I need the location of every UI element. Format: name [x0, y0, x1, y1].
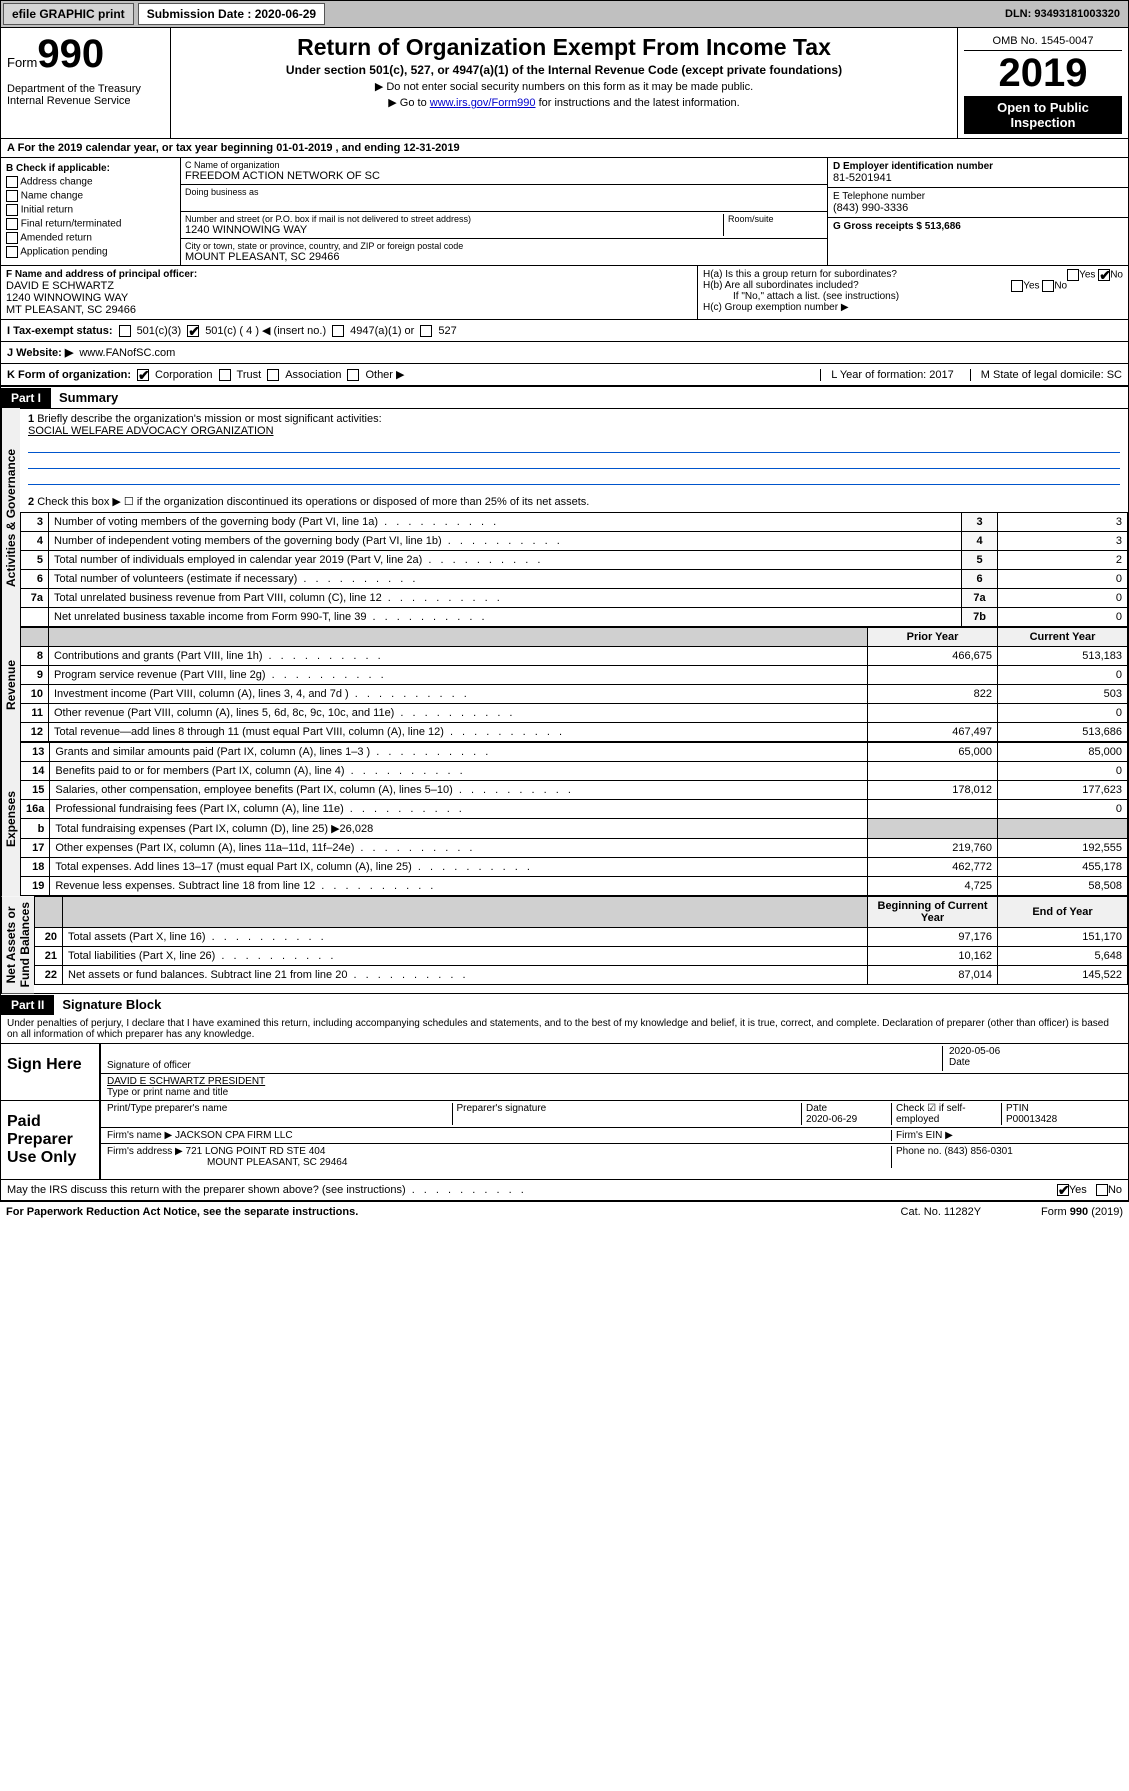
- revenue-tab: Revenue: [1, 627, 20, 742]
- governance-table: 3Number of voting members of the governi…: [20, 512, 1128, 627]
- cb-4947[interactable]: [332, 325, 344, 337]
- open-inspection-badge: Open to Public Inspection: [964, 96, 1122, 134]
- cb-final-return[interactable]: [6, 218, 18, 230]
- net-assets-tab: Net Assets or Fund Balances: [1, 896, 34, 993]
- top-toolbar: efile GRAPHIC print Submission Date : 20…: [0, 0, 1129, 28]
- section-d-e-g: D Employer identification number81-52019…: [828, 158, 1128, 265]
- signature-block: Sign Here Signature of officer2020-05-06…: [0, 1044, 1129, 1180]
- cb-name-change[interactable]: [6, 190, 18, 202]
- cb-discuss-no[interactable]: [1096, 1184, 1108, 1196]
- paid-preparer-label: Paid Preparer Use Only: [1, 1101, 101, 1179]
- cb-ha-no[interactable]: [1098, 269, 1110, 281]
- governance-tab: Activities & Governance: [1, 408, 20, 627]
- section-f: F Name and address of principal officer:…: [1, 266, 698, 319]
- part-1-header: Part I Summary: [0, 386, 1129, 408]
- governance-section: Activities & Governance 1 Briefly descri…: [0, 408, 1129, 627]
- cb-ha-yes[interactable]: [1067, 269, 1079, 281]
- net-assets-section: Net Assets or Fund Balances Beginning of…: [0, 896, 1129, 994]
- cb-corp[interactable]: [137, 369, 149, 381]
- cb-initial-return[interactable]: [6, 204, 18, 216]
- revenue-table: Prior YearCurrent Year8Contributions and…: [20, 627, 1128, 742]
- form-header: Form990 Department of the Treasury Inter…: [0, 28, 1129, 138]
- section-c-name-address: C Name of organizationFREEDOM ACTION NET…: [181, 158, 828, 265]
- discuss-row: May the IRS discuss this return with the…: [0, 1180, 1129, 1201]
- cb-pending[interactable]: [6, 246, 18, 258]
- form-subtitle: Under section 501(c), 527, or 4947(a)(1)…: [177, 63, 951, 77]
- page-footer: For Paperwork Reduction Act Notice, see …: [0, 1201, 1129, 1222]
- form-year-cell: OMB No. 1545-0047 2019 Open to Public In…: [958, 28, 1128, 138]
- omb-number: OMB No. 1545-0047: [964, 32, 1122, 51]
- cb-discuss-yes[interactable]: [1057, 1184, 1069, 1196]
- cb-hb-yes[interactable]: [1011, 280, 1023, 292]
- efile-print-button[interactable]: efile GRAPHIC print: [3, 3, 134, 25]
- form-note-1: ▶ Do not enter social security numbers o…: [177, 80, 951, 93]
- form-title: Return of Organization Exempt From Incom…: [177, 34, 951, 61]
- form-note-2: ▶ Go to www.irs.gov/Form990 for instruct…: [177, 96, 951, 109]
- tax-year-line: A For the 2019 calendar year, or tax yea…: [0, 138, 1129, 157]
- entity-info-block: B Check if applicable: Address change Na…: [0, 157, 1129, 265]
- section-i-tax-status: I Tax-exempt status: 501(c)(3) 501(c) ( …: [0, 319, 1129, 341]
- cb-trust[interactable]: [219, 369, 231, 381]
- form-id-cell: Form990 Department of the Treasury Inter…: [1, 28, 171, 138]
- department-label: Department of the Treasury Internal Reve…: [7, 83, 164, 107]
- cb-other[interactable]: [347, 369, 359, 381]
- sign-here-label: Sign Here: [1, 1044, 101, 1100]
- section-j-website: J Website: ▶ www.FANofSC.com: [0, 341, 1129, 363]
- expenses-section: Expenses 13Grants and similar amounts pa…: [0, 742, 1129, 896]
- expenses-table: 13Grants and similar amounts paid (Part …: [20, 742, 1128, 896]
- section-b-checkboxes: B Check if applicable: Address change Na…: [1, 158, 181, 265]
- cb-501c[interactable]: [187, 325, 199, 337]
- cb-501c3[interactable]: [119, 325, 131, 337]
- section-h: H(a) Is this a group return for subordin…: [698, 266, 1128, 319]
- form-number: 990: [37, 32, 104, 76]
- form-title-cell: Return of Organization Exempt From Incom…: [171, 28, 958, 138]
- dln-label: DLN: 93493181003320: [1005, 8, 1126, 20]
- part-2-header: Part II Signature Block: [0, 994, 1129, 1015]
- perjury-statement: Under penalties of perjury, I declare th…: [0, 1015, 1129, 1044]
- expenses-tab: Expenses: [1, 742, 20, 896]
- submission-date: Submission Date : 2020-06-29: [138, 3, 325, 25]
- form-word: Form: [7, 55, 37, 70]
- tax-year: 2019: [964, 51, 1122, 96]
- instructions-link[interactable]: www.irs.gov/Form990: [430, 97, 536, 109]
- section-k-l-m: K Form of organization: Corporation Trus…: [0, 363, 1129, 386]
- net-assets-table: Beginning of Current YearEnd of Year20To…: [34, 896, 1128, 985]
- cb-527[interactable]: [420, 325, 432, 337]
- section-f-h: F Name and address of principal officer:…: [0, 265, 1129, 319]
- cb-assoc[interactable]: [267, 369, 279, 381]
- revenue-section: Revenue Prior YearCurrent Year8Contribut…: [0, 627, 1129, 742]
- cb-address-change[interactable]: [6, 176, 18, 188]
- cb-hb-no[interactable]: [1042, 280, 1054, 292]
- cb-amended[interactable]: [6, 232, 18, 244]
